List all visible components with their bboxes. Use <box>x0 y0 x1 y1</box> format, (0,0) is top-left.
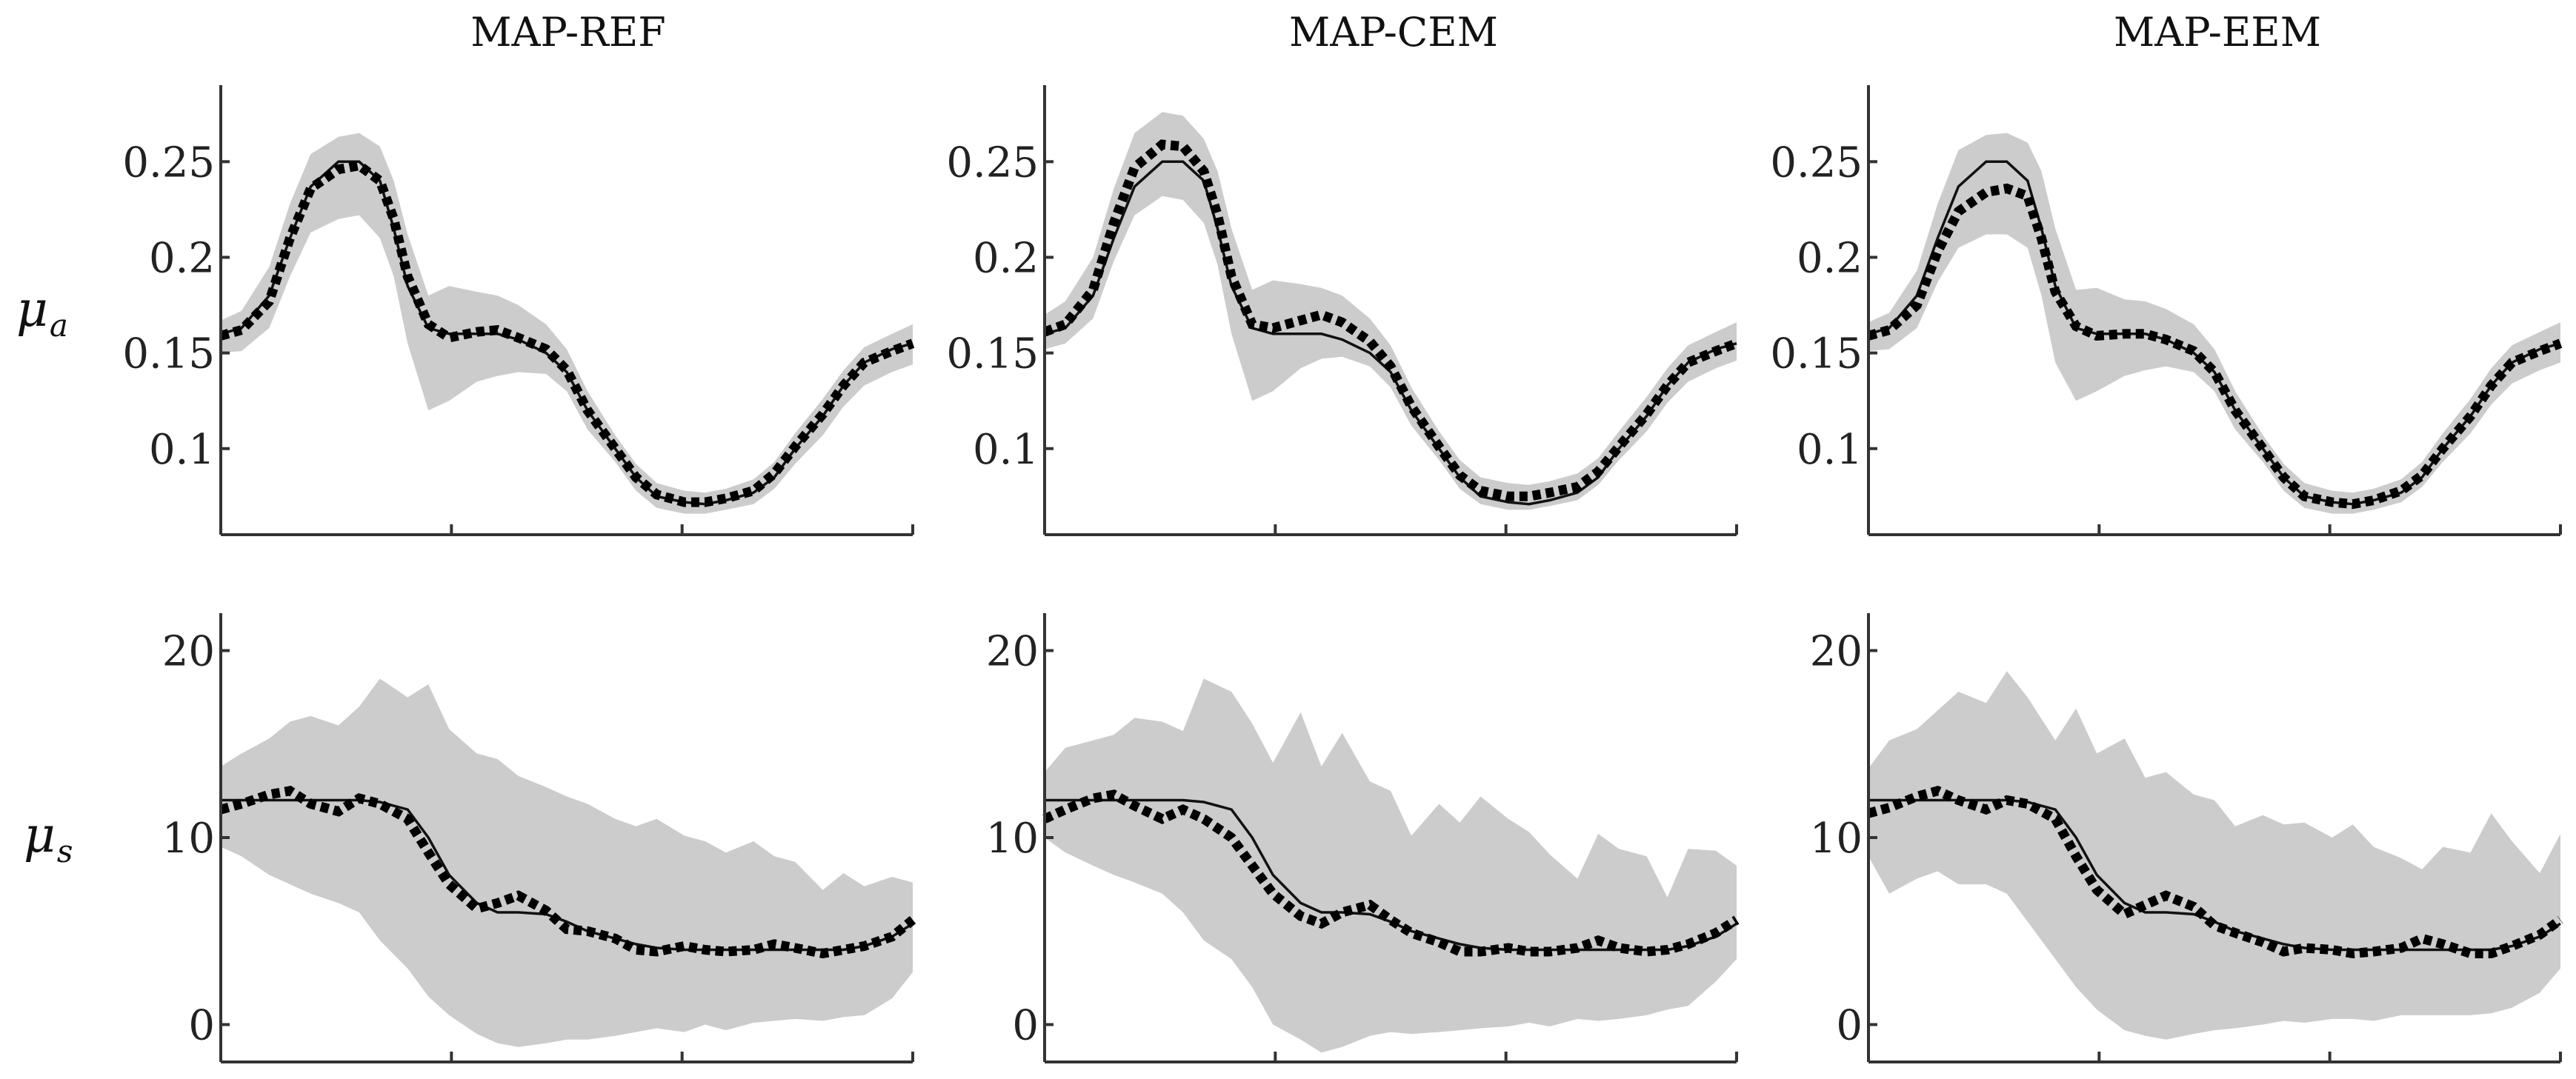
column-title-map-cem: MAP-CEM <box>1289 9 1498 56</box>
y-tick-label: 0 <box>1012 1002 1039 1050</box>
y-tick-label: 0.1 <box>149 426 215 474</box>
y-tick-label: 10 <box>162 815 215 863</box>
y-tick-label: 10 <box>1810 815 1863 863</box>
row-label-mu-s-symbol: μ <box>24 806 56 863</box>
y-tick-label: 20 <box>162 628 215 676</box>
row-label-mu-a-symbol: μ <box>16 281 48 338</box>
y-tick-label: 0.25 <box>122 138 215 187</box>
column-title-map-ref: MAP-REF <box>470 9 665 56</box>
uncertainty-band <box>1045 112 1737 510</box>
y-tick-label: 0.2 <box>973 234 1039 282</box>
map-estimate-line <box>1042 139 1739 501</box>
true-profile-line <box>1044 160 1737 506</box>
y-tick-label: 0.15 <box>122 330 215 378</box>
uncertainty-band <box>221 678 913 1047</box>
column-title-map-eem: MAP-EEM <box>2114 9 2321 56</box>
true-profile-line <box>1045 798 1737 952</box>
map-estimate-line <box>219 160 915 507</box>
panel-mus-map-cem: 0 10 20 <box>986 613 1740 1063</box>
panel-mus-map-ref: 0 10 20 <box>162 613 916 1063</box>
y-tick-label: 0.25 <box>946 138 1039 187</box>
panel-mua-map-ref: 0.1 0.15 0.2 0.25 <box>122 85 915 536</box>
y-tick-label: 20 <box>1810 628 1863 676</box>
panel-mus-map-eem: 0 10 20 <box>1810 613 2563 1063</box>
true-profile-line <box>220 160 913 506</box>
row-label-mu-a: μa <box>16 281 68 344</box>
y-tick-label: 0.2 <box>149 234 215 282</box>
panels: 0.10.150.20.250.10.150.20.250.10.150.20.… <box>122 85 2563 1063</box>
row-label-mu-s-subscript: s <box>57 833 73 869</box>
y-tick-label: 0 <box>1836 1002 1863 1050</box>
uncertainty-band <box>1868 133 2560 514</box>
map-estimate-line <box>1042 789 1740 957</box>
y-tick-label: 0 <box>188 1002 215 1050</box>
svg-text:μa: μa <box>16 281 68 344</box>
y-tick-label: 0.1 <box>973 426 1039 474</box>
y-tick-label: 10 <box>986 815 1039 863</box>
y-tick-label: 0.2 <box>1797 234 1863 282</box>
map-estimate-line <box>1867 786 2563 959</box>
svg-text:μs: μs <box>24 806 73 869</box>
row-label-mu-a-subscript: a <box>50 307 68 344</box>
y-tick-label: 0.25 <box>1770 138 1863 187</box>
panel-mua-map-cem: 0.1 0.15 0.2 0.25 <box>946 85 1739 536</box>
y-tick-label: 0.15 <box>1770 330 1863 378</box>
y-tick-label: 0.15 <box>946 330 1039 378</box>
row-label-mu-s: μs <box>24 806 73 869</box>
map-estimate-line <box>219 786 916 959</box>
y-tick-label: 20 <box>986 628 1039 676</box>
uncertainty-band <box>221 133 913 514</box>
true-profile-line <box>1868 160 2561 506</box>
y-tick-label: 0.1 <box>1797 426 1863 474</box>
uncertainty-band <box>1045 678 1737 1053</box>
panel-mua-map-eem: 0.1 0.15 0.2 0.25 <box>1770 85 2563 536</box>
uncertainty-band <box>1868 671 2560 1040</box>
